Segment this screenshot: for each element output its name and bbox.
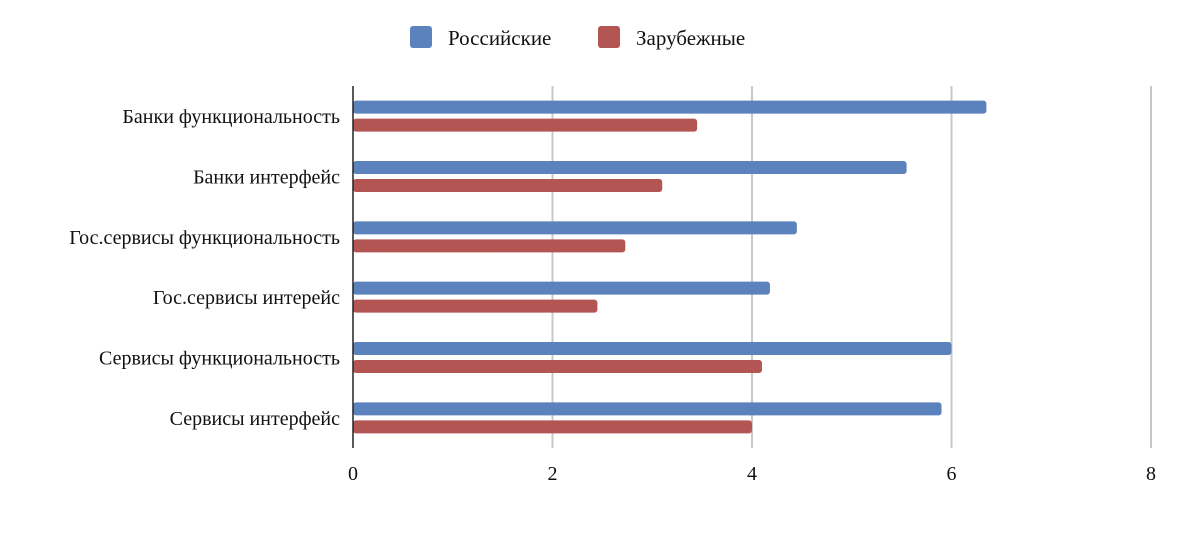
category-label-5: Сервисы интерфейс — [170, 408, 340, 430]
gridlines — [551, 86, 1152, 448]
bar-foreign-3 — [353, 299, 598, 313]
category-label-4: Сервисы функциональность — [99, 348, 340, 370]
x-tick-label-3: 6 — [947, 463, 957, 485]
legend-label-0: Российские — [448, 26, 551, 50]
x-axis-ticks: 0 2 4 6 8 — [348, 463, 1156, 485]
bar-foreign-2 — [353, 239, 626, 253]
bar-russian-1 — [353, 161, 907, 174]
chart-legend: Российские Зарубежные — [410, 26, 745, 50]
x-tick-label-1: 2 — [548, 463, 558, 485]
bar-russian-5 — [353, 402, 942, 416]
bars-layer — [353, 100, 987, 434]
category-label-1: Банки интерфейс — [193, 167, 340, 189]
bar-foreign-1 — [353, 179, 663, 192]
legend-swatch-0 — [410, 26, 432, 48]
category-labels: Банки функциональность Банки интерфейс Гос… — [69, 106, 340, 430]
bar-russian-0 — [353, 100, 987, 114]
category-label-3: Гос.сервисы интерейс — [153, 287, 340, 309]
legend-swatch-1 — [598, 26, 620, 48]
x-tick-label-2: 4 — [747, 463, 757, 485]
bar-russian-2 — [353, 221, 797, 235]
bar-foreign-5 — [353, 420, 752, 434]
bar-foreign-4 — [353, 360, 762, 373]
bar-russian-4 — [353, 342, 952, 355]
x-tick-label-4: 8 — [1146, 463, 1156, 485]
x-tick-label-0: 0 — [348, 463, 358, 485]
bar-russian-3 — [353, 281, 770, 295]
legend-label-1: Зарубежные — [636, 26, 745, 50]
category-label-0: Банки функциональность — [122, 106, 340, 128]
category-label-2: Гос.сервисы функциональность — [69, 227, 340, 249]
bar-foreign-0 — [353, 118, 698, 132]
